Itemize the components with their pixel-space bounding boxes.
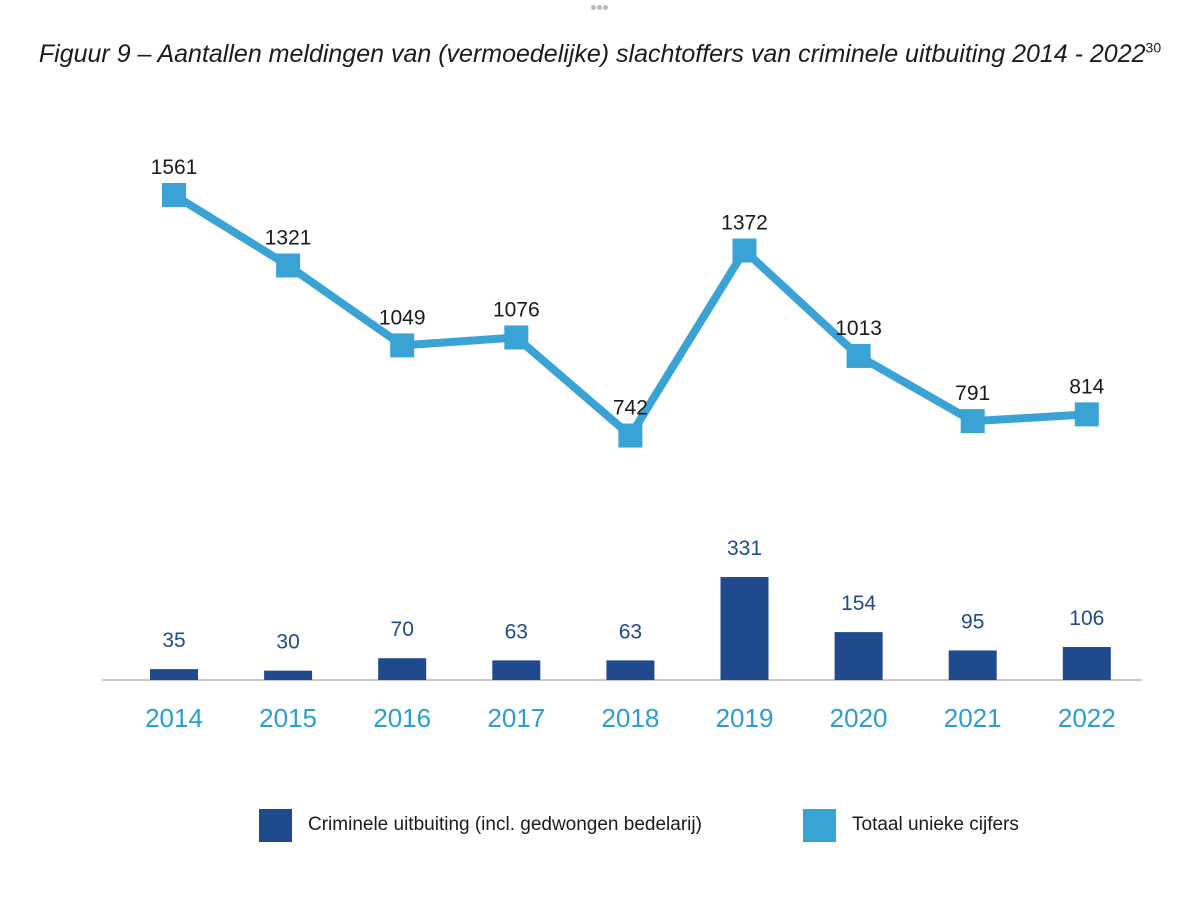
legend-swatch-bar [259,808,292,842]
bar [1062,647,1111,680]
line-marker [390,333,415,358]
line-value-label: 814 [1069,375,1104,398]
title-footnote: 30 [1145,39,1162,56]
line-series [162,183,1099,448]
x-axis-tick-labels: 2014 2015 2016 2017 2018 2019 2020 2021 2022 [145,703,1116,733]
line-marker [846,343,871,368]
x-tick-label: 2018 [601,703,659,733]
drag-handle-dot [597,5,602,10]
bar [834,632,883,680]
bar [378,658,427,680]
bar-value-label: 70 [391,618,414,641]
line-value-label: 791 [955,382,990,405]
x-tick-label: 2022 [1058,703,1116,733]
line-value-label: 742 [613,397,648,420]
bar-value-label: 35 [162,629,185,652]
bar-data-labels: 35 30 70 63 63 331 154 95 106 [162,537,1104,654]
x-tick-label: 2017 [487,703,545,733]
bar [720,577,769,680]
bar-series [150,577,1111,680]
line-value-label: 1013 [835,317,882,340]
x-tick-label: 2021 [944,703,1002,733]
line-marker [504,325,529,350]
legend-item-bar: Criminele uitbuiting (incl. gedwongen be… [259,808,702,842]
bar-value-label: 331 [727,537,762,560]
legend-swatch-line [803,808,836,842]
bar-value-label: 63 [505,620,528,643]
line-value-label: 1561 [151,156,198,179]
bar [948,650,997,680]
bar-value-label: 30 [276,631,299,654]
x-tick-label: 2014 [145,703,203,733]
x-tick-label: 2015 [259,703,317,733]
drag-handle[interactable] [591,5,609,11]
line-marker [276,253,301,278]
bar [150,669,198,680]
bar [264,670,313,680]
bar-value-label: 106 [1069,607,1104,630]
line-value-label: 1321 [265,226,312,249]
bar-value-label: 95 [961,610,984,633]
x-tick-label: 2019 [716,703,774,733]
drag-handle-dot [591,5,596,10]
legend-label-line: Totaal unieke cijfers [852,814,1019,835]
line-value-label: 1049 [379,306,426,329]
line-value-label: 1372 [721,212,768,235]
bar-value-label: 154 [841,592,876,615]
chart-title: Figuur 9 – Aantallen meldingen van (verm… [0,40,1200,69]
x-tick-label: 2020 [830,703,888,733]
line-marker [162,183,186,207]
line-marker [1074,402,1099,427]
legend-item-line: Totaal unieke cijfers [803,808,1019,842]
chart-title-text: Figuur 9 – Aantallen meldingen van (verm… [38,40,1146,68]
bar [492,660,541,680]
line-marker [960,409,985,434]
line-marker [618,423,643,448]
x-tick-label: 2016 [373,703,431,733]
bar [606,660,655,680]
line-marker [732,238,757,263]
line-data-labels: 1561 1321 1049 1076 742 1372 1013 791 814 [151,156,1105,420]
drag-handle-dot [603,5,608,10]
bar-value-label: 63 [619,620,642,643]
legend-label-bar: Criminele uitbuiting (incl. gedwongen be… [308,814,702,835]
line-value-label: 1076 [493,298,540,321]
